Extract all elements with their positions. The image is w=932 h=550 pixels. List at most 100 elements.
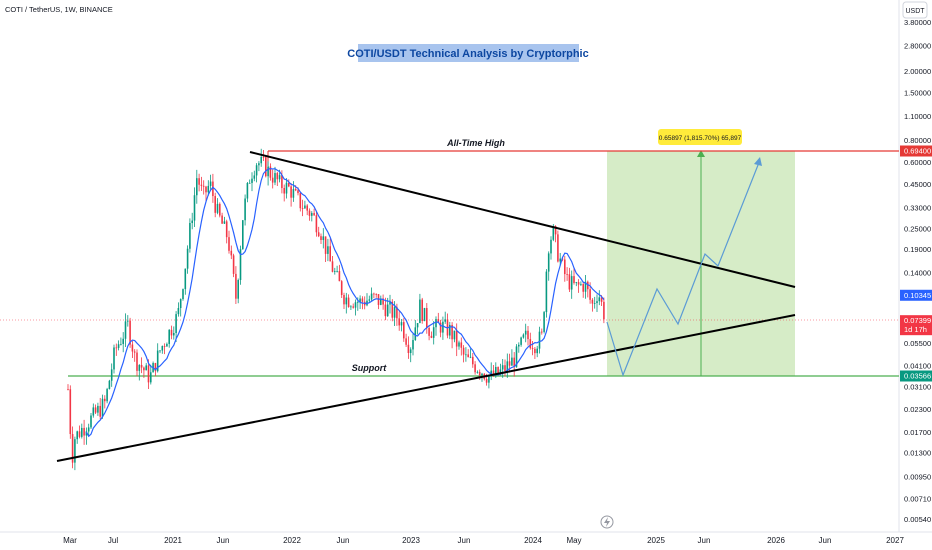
candle-body — [239, 249, 242, 280]
candle-body — [246, 183, 249, 199]
candle-body — [262, 156, 265, 158]
price-label-box — [900, 289, 932, 301]
candle-body — [131, 344, 134, 352]
candle-body — [600, 297, 603, 302]
candle-body — [511, 357, 513, 366]
chart-title: COTI/USDT Technical Analysis by Cryptorp… — [347, 48, 588, 60]
candle-body — [301, 208, 304, 209]
candle-body — [373, 293, 375, 295]
candle-body — [412, 340, 414, 350]
candle-body — [458, 342, 460, 347]
candle-body — [292, 189, 295, 198]
x-tick-label: Mar — [63, 536, 77, 545]
candle-body — [334, 271, 336, 272]
y-tick-label: 0.05500 — [904, 339, 931, 348]
candle-body — [331, 261, 334, 272]
candle-body — [209, 181, 212, 186]
candle-body — [396, 307, 398, 319]
candle-body — [304, 205, 306, 209]
candle-body — [557, 234, 559, 262]
candle-body — [534, 348, 536, 354]
candle-body — [154, 363, 157, 372]
candle-body — [161, 346, 164, 351]
y-tick-label: 1.10000 — [904, 112, 931, 121]
ascending-trendline — [56, 314, 796, 462]
candle-body — [529, 339, 532, 349]
candle-body — [315, 215, 318, 233]
candle-body — [414, 327, 417, 341]
y-tick-label: 0.19000 — [904, 245, 931, 254]
candle-body — [336, 271, 338, 272]
candle-body — [469, 356, 472, 358]
candle-body — [317, 232, 320, 237]
candle-body — [138, 364, 141, 371]
candle-body — [370, 293, 373, 300]
candle-body — [515, 346, 518, 368]
candle-body — [416, 323, 419, 328]
y-tick-label: 0.02300 — [904, 405, 931, 414]
candle-body — [67, 389, 69, 390]
candle-body — [407, 344, 410, 354]
candle-body — [207, 185, 210, 193]
candle-body — [189, 223, 191, 249]
candle-body — [541, 331, 543, 333]
candle-body — [361, 298, 364, 302]
candle-body — [308, 210, 311, 216]
candle-body — [384, 304, 387, 317]
currency-badge-label: USDT — [905, 8, 925, 15]
price-axis[interactable]: 3.80000 2.80000 2.00000 1.50000 1.10000 0.800… — [904, 18, 931, 524]
candle-body — [513, 357, 515, 368]
candle-body — [294, 189, 297, 191]
candle-body — [460, 342, 463, 348]
candle-body — [69, 389, 72, 435]
candle-body — [258, 163, 260, 166]
y-tick-label: 0.00540 — [904, 515, 931, 524]
price-label-countdown: 1d 17h — [904, 325, 927, 334]
candle-body — [573, 276, 575, 283]
candle-body — [124, 321, 127, 339]
y-tick-label: 0.00950 — [904, 472, 931, 481]
candle-body — [492, 370, 495, 376]
candle-body — [83, 427, 85, 436]
candle-body — [320, 236, 322, 241]
candle-body — [495, 367, 497, 376]
candle-body — [437, 319, 440, 323]
time-axis[interactable]: Mar Jul 2021 Jun 2022 Jun 2023 Jun 2024 May 2025 Ju… — [63, 536, 904, 545]
candle-body — [368, 299, 371, 301]
candle-body — [439, 322, 442, 333]
candle-body — [545, 271, 548, 313]
price-label-box — [900, 370, 932, 382]
candle-body — [405, 338, 407, 345]
candle-body — [347, 297, 350, 307]
candle-body — [297, 190, 299, 194]
target-label: 0.65897 (1,815.70%) 65,897 — [659, 135, 742, 142]
candle-body — [108, 380, 111, 390]
x-tick-label: Jun — [819, 536, 832, 545]
candle-body — [386, 304, 389, 317]
candle-body — [136, 352, 138, 371]
candle-body — [518, 344, 520, 347]
candle-body — [338, 271, 341, 282]
candle-body — [570, 276, 573, 290]
candle-body — [462, 347, 465, 355]
candle-body — [451, 324, 453, 340]
candle-body — [248, 182, 251, 184]
candle-body — [71, 434, 74, 463]
candle-body — [589, 289, 591, 300]
candle-body — [168, 329, 170, 344]
candle-body — [577, 282, 580, 285]
x-tick-label: 2022 — [283, 536, 301, 545]
candle-body — [398, 318, 400, 326]
candle-body — [400, 322, 403, 326]
candle-body — [278, 175, 281, 180]
candle-body — [327, 246, 329, 254]
candle-body — [488, 376, 490, 383]
x-tick-label: Jun — [698, 536, 711, 545]
candle-body — [575, 282, 578, 283]
candle-body — [430, 335, 433, 338]
candle-body — [481, 373, 483, 376]
currency-badge[interactable] — [902, 1, 928, 19]
candle-body — [129, 320, 131, 345]
